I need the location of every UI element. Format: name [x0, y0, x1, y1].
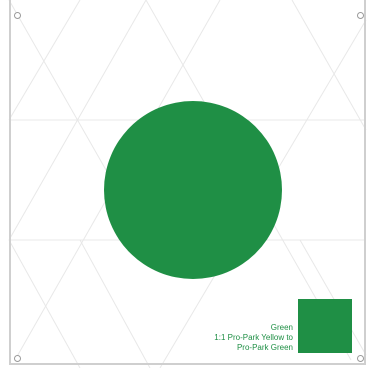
green-color-circle [104, 101, 282, 279]
corner-hole-bottom-right [357, 355, 364, 362]
swatch-label-mix-line1: 1:1 Pro-Park Yellow to [214, 333, 293, 342]
swatch-label: Green 1:1 Pro-Park Yellow to Pro-Park Gr… [214, 323, 293, 353]
swatch-label-mix-line2: Pro-Park Green [236, 343, 293, 352]
corner-hole-top-left [14, 12, 21, 19]
corner-hole-bottom-left [14, 355, 21, 362]
green-color-swatch [298, 299, 352, 353]
board-frame [9, 0, 366, 365]
swatch-label-name: Green [270, 323, 293, 332]
corner-hole-top-right [357, 12, 364, 19]
